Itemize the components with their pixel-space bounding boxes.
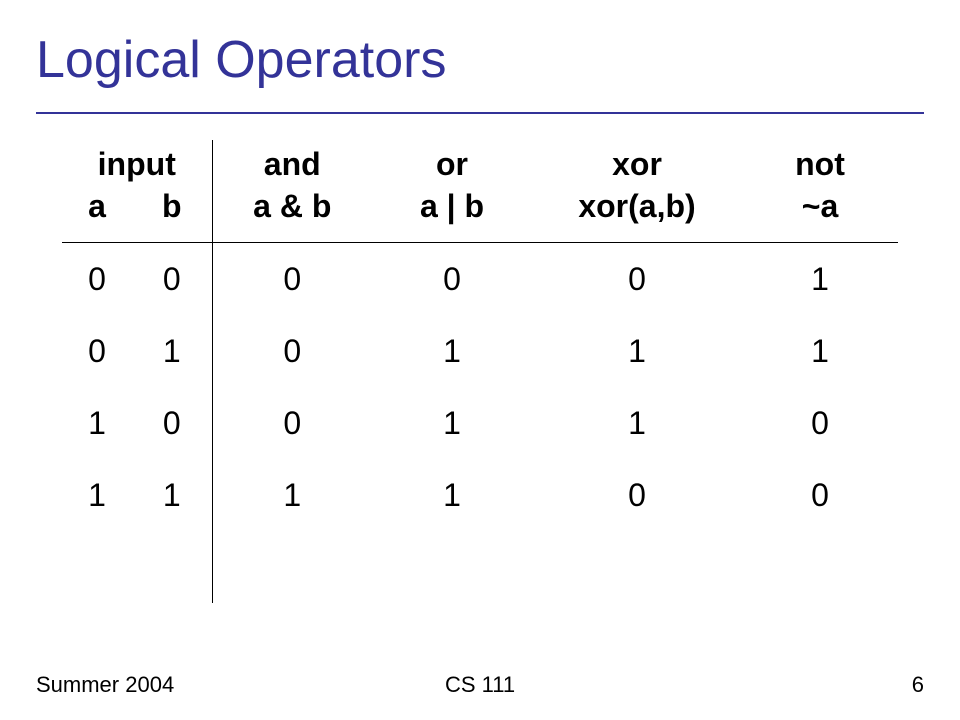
- cell: 1: [132, 315, 212, 387]
- col-xor: xor(a,b): [532, 188, 742, 243]
- table-tail: [62, 531, 898, 603]
- table-row: 1 1 1 1 0 0: [62, 459, 898, 531]
- cell: 1: [742, 243, 898, 315]
- cell: 0: [62, 243, 132, 315]
- col-a: a: [62, 188, 132, 243]
- footer-right: 6: [912, 672, 924, 698]
- cell: 1: [62, 387, 132, 459]
- cell: 0: [212, 243, 372, 315]
- title-underline: [36, 112, 924, 114]
- cell: 0: [62, 315, 132, 387]
- table-header-group: input and or xor not: [62, 140, 898, 188]
- cell: 1: [132, 459, 212, 531]
- cell: 0: [132, 387, 212, 459]
- col-group-not: not: [742, 140, 898, 188]
- table-row: 0 0 0 0 0 1: [62, 243, 898, 315]
- page-title: Logical Operators: [36, 30, 446, 90]
- cell: 1: [742, 315, 898, 387]
- cell: 0: [742, 459, 898, 531]
- table: input and or xor not a b a & b a | b xor…: [62, 140, 898, 603]
- cell: 1: [62, 459, 132, 531]
- col-group-xor: xor: [532, 140, 742, 188]
- cell: 1: [212, 459, 372, 531]
- cell: 0: [132, 243, 212, 315]
- cell: 0: [212, 387, 372, 459]
- cell: 1: [372, 315, 532, 387]
- cell: 0: [532, 459, 742, 531]
- footer-center: CS 111: [0, 672, 960, 698]
- cell: 0: [742, 387, 898, 459]
- cell: 1: [372, 387, 532, 459]
- truth-table: input and or xor not a b a & b a | b xor…: [62, 140, 898, 603]
- col-group-and: and: [212, 140, 372, 188]
- cell: 0: [532, 243, 742, 315]
- col-group-input: input: [62, 140, 212, 188]
- cell: 1: [532, 387, 742, 459]
- table-header-sub: a b a & b a | b xor(a,b) ~a: [62, 188, 898, 243]
- cell: 1: [532, 315, 742, 387]
- table-row: 0 1 0 1 1 1: [62, 315, 898, 387]
- table-row: 1 0 0 1 1 0: [62, 387, 898, 459]
- col-and: a & b: [212, 188, 372, 243]
- cell: 1: [372, 459, 532, 531]
- cell: 0: [372, 243, 532, 315]
- col-or: a | b: [372, 188, 532, 243]
- col-group-or: or: [372, 140, 532, 188]
- slide: Logical Operators input and or xor not a…: [0, 0, 960, 720]
- cell: 0: [212, 315, 372, 387]
- col-b: b: [132, 188, 212, 243]
- col-not: ~a: [742, 188, 898, 243]
